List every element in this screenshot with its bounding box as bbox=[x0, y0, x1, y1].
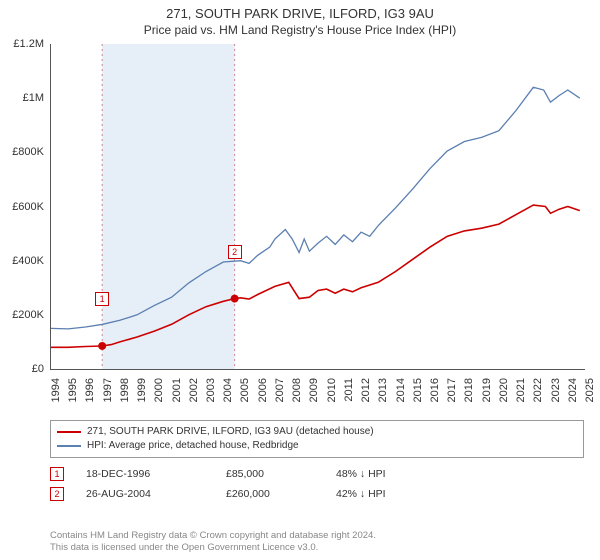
chart-area: 12 £0£200K£400K£600K£800K£1M£1.2M1994199… bbox=[50, 44, 584, 369]
x-tick-label: 2022 bbox=[532, 374, 544, 402]
y-tick-label: £600K bbox=[0, 201, 44, 213]
y-tick-label: £1M bbox=[0, 92, 44, 104]
transaction-row: 1 18-DEC-1996£85,00048% ↓ HPI bbox=[50, 464, 584, 484]
legend-and-data: 271, SOUTH PARK DRIVE, ILFORD, IG3 9AU (… bbox=[50, 420, 584, 504]
transaction-price: £260,000 bbox=[226, 488, 336, 500]
transaction-dot bbox=[98, 342, 106, 350]
footer-attribution: Contains HM Land Registry data © Crown c… bbox=[50, 530, 376, 554]
x-tick-label: 2010 bbox=[326, 374, 338, 402]
legend-swatch bbox=[57, 445, 81, 447]
chart-title: 271, SOUTH PARK DRIVE, ILFORD, IG3 9AU bbox=[0, 0, 600, 21]
x-tick-label: 2024 bbox=[567, 374, 579, 402]
legend-swatch bbox=[57, 431, 81, 433]
x-tick-label: 2002 bbox=[188, 374, 200, 402]
x-tick-label: 2014 bbox=[395, 374, 407, 402]
footer-line-1: Contains HM Land Registry data © Crown c… bbox=[50, 530, 376, 542]
x-tick-label: 2023 bbox=[550, 374, 562, 402]
x-tick-label: 1994 bbox=[50, 374, 62, 402]
plot-region: 12 bbox=[50, 44, 585, 370]
legend-row: 271, SOUTH PARK DRIVE, ILFORD, IG3 9AU (… bbox=[57, 425, 577, 439]
x-tick-label: 1996 bbox=[84, 374, 96, 402]
y-tick-label: £200K bbox=[0, 309, 44, 321]
x-tick-label: 2015 bbox=[412, 374, 424, 402]
transaction-id-box: 2 bbox=[50, 487, 64, 501]
x-tick-label: 2019 bbox=[481, 374, 493, 402]
legend-row: HPI: Average price, detached house, Redb… bbox=[57, 439, 577, 453]
y-tick-label: £1.2M bbox=[0, 38, 44, 50]
transaction-marker-label: 1 bbox=[95, 292, 109, 306]
y-tick-label: £400K bbox=[0, 255, 44, 267]
transaction-dot bbox=[231, 295, 239, 303]
x-tick-label: 1995 bbox=[67, 374, 79, 402]
x-tick-label: 2009 bbox=[308, 374, 320, 402]
x-tick-label: 2008 bbox=[291, 374, 303, 402]
x-tick-label: 2004 bbox=[222, 374, 234, 402]
legend-label: HPI: Average price, detached house, Redb… bbox=[87, 439, 299, 453]
x-tick-label: 2007 bbox=[274, 374, 286, 402]
x-tick-label: 2012 bbox=[360, 374, 372, 402]
x-tick-label: 2017 bbox=[446, 374, 458, 402]
legend-label: 271, SOUTH PARK DRIVE, ILFORD, IG3 9AU (… bbox=[87, 425, 374, 439]
transaction-date: 18-DEC-1996 bbox=[86, 468, 226, 480]
x-tick-label: 1999 bbox=[136, 374, 148, 402]
x-tick-label: 1998 bbox=[119, 374, 131, 402]
x-tick-label: 2000 bbox=[153, 374, 165, 402]
transaction-vs-hpi: 42% ↓ HPI bbox=[336, 488, 446, 500]
transaction-price: £85,000 bbox=[226, 468, 336, 480]
x-tick-label: 2005 bbox=[239, 374, 251, 402]
x-tick-label: 1997 bbox=[102, 374, 114, 402]
transaction-row: 2 26-AUG-2004£260,00042% ↓ HPI bbox=[50, 484, 584, 504]
x-tick-label: 2021 bbox=[515, 374, 527, 402]
x-tick-label: 2001 bbox=[171, 374, 183, 402]
transaction-marker-label: 2 bbox=[228, 245, 242, 259]
chart-subtitle: Price paid vs. HM Land Registry's House … bbox=[0, 21, 600, 41]
y-tick-label: £0 bbox=[0, 363, 44, 375]
transactions-table: 1 18-DEC-1996£85,00048% ↓ HPI 2 26-AUG-2004… bbox=[50, 464, 584, 504]
x-tick-label: 2016 bbox=[429, 374, 441, 402]
transaction-id-box: 1 bbox=[50, 467, 64, 481]
x-tick-label: 2006 bbox=[257, 374, 269, 402]
transaction-vs-hpi: 48% ↓ HPI bbox=[336, 468, 446, 480]
chart-svg bbox=[51, 44, 585, 369]
x-tick-label: 2018 bbox=[463, 374, 475, 402]
y-tick-label: £800K bbox=[0, 146, 44, 158]
transaction-date: 26-AUG-2004 bbox=[86, 488, 226, 500]
x-tick-label: 2013 bbox=[377, 374, 389, 402]
x-tick-label: 2003 bbox=[205, 374, 217, 402]
footer-line-2: This data is licensed under the Open Gov… bbox=[50, 542, 376, 554]
x-tick-label: 2011 bbox=[343, 374, 355, 402]
series-legend: 271, SOUTH PARK DRIVE, ILFORD, IG3 9AU (… bbox=[50, 420, 584, 458]
x-tick-label: 2020 bbox=[498, 374, 510, 402]
x-tick-label: 2025 bbox=[584, 374, 596, 402]
